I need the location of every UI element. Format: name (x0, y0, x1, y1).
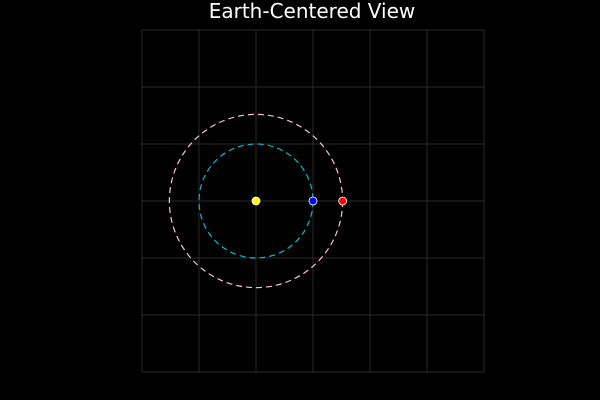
grid (141, 29, 485, 373)
center-body-point (251, 196, 261, 206)
outer-planet-point (338, 196, 348, 206)
chart-title: Earth-Centered View (209, 0, 416, 23)
inner-planet-point (308, 196, 318, 206)
points (251, 196, 348, 206)
